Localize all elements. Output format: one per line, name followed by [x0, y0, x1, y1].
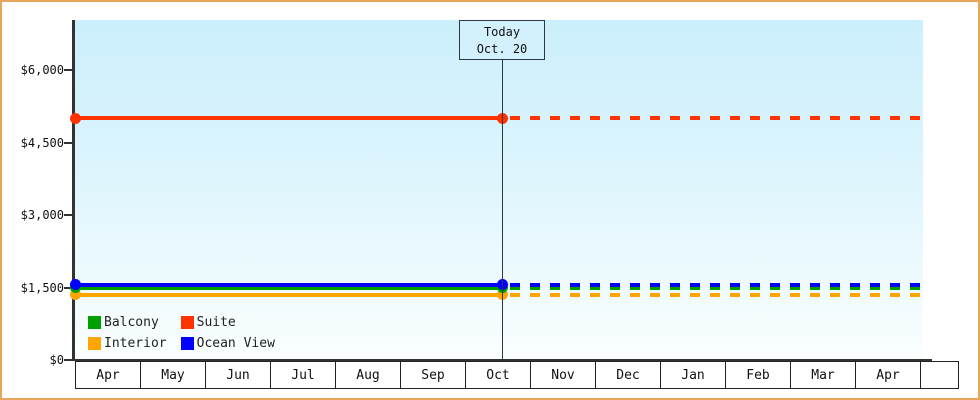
month-cell-jan[interactable]: Jan — [660, 362, 725, 388]
legend-swatch-icon — [88, 337, 101, 350]
y-axis-labels: $6,000 $4,500 $3,000 $1,500 $0 — [2, 2, 64, 398]
y-axis-tick — [64, 141, 73, 144]
month-cell-mar[interactable]: Mar — [790, 362, 855, 388]
x-axis-line — [72, 359, 932, 361]
legend-label: Balcony — [104, 315, 159, 330]
month-cell-may[interactable]: May — [140, 362, 205, 388]
today-vertical-line — [502, 20, 503, 360]
series-line-dashed-balcony — [510, 285, 923, 290]
series-point-start-interior — [70, 289, 81, 301]
legend-swatch-icon — [180, 337, 194, 350]
month-cell-sep[interactable]: Sep — [400, 362, 465, 388]
legend-item-interior[interactable]: Interior — [88, 333, 167, 354]
series-line-solid-balcony — [75, 285, 502, 290]
y-axis-tick-label: $3,000 — [20, 208, 64, 222]
month-cell-feb[interactable]: Feb — [725, 362, 790, 388]
legend-item-suite[interactable]: Suite — [180, 312, 275, 333]
y-axis-line — [72, 20, 75, 361]
y-axis-tick-label: $1,500 — [20, 280, 64, 295]
y-axis-tick-label: $6,000 — [20, 63, 64, 77]
month-cell-nov[interactable]: Nov — [530, 362, 595, 388]
series-line-solid-interior — [75, 292, 502, 297]
series-line-dashed-interior — [510, 292, 923, 297]
series-point-start-suite — [70, 112, 81, 124]
chart-legend: Balcony Suite Interior Ocean View — [88, 312, 275, 354]
series-point-start-ocean-view — [70, 279, 81, 291]
month-cell-jul[interactable]: Jul — [270, 362, 335, 388]
y-axis-tick — [64, 286, 73, 289]
today-date: Oct. 20 — [476, 42, 528, 56]
month-axis-table: Apr May Jun Jul Aug Sep Oct Nov Dec Jan Feb Mar Apr — [75, 361, 959, 389]
month-cell-apr[interactable]: Apr — [75, 362, 140, 388]
legend-label: Ocean View — [196, 336, 275, 351]
legend-label: Interior — [104, 336, 167, 351]
legend-label: Suite — [196, 315, 236, 330]
today-annotation-box: Today Oct. 20 — [459, 20, 545, 60]
series-line-solid-suite — [75, 116, 502, 121]
month-cell-apr[interactable]: Apr — [855, 362, 920, 388]
y-axis-tick — [64, 359, 73, 361]
series-line-dashed-suite — [510, 116, 923, 121]
y-axis-tick — [64, 69, 73, 71]
today-label: Today — [483, 25, 521, 39]
month-cell-oct[interactable]: Oct — [465, 362, 530, 388]
y-axis-tick — [64, 214, 73, 216]
y-axis-tick-label: $4,500 — [20, 135, 64, 150]
month-cell-aug[interactable]: Aug — [335, 362, 400, 388]
y-axis-tick-label: $0 — [49, 353, 64, 367]
plot-area — [75, 20, 923, 360]
legend-item-ocean-view[interactable]: Ocean View — [180, 333, 275, 354]
legend-swatch-icon — [180, 316, 194, 329]
legend-item-balcony[interactable]: Balcony — [88, 312, 167, 333]
month-cell-jun[interactable]: Jun — [205, 362, 270, 388]
month-cell-empty[interactable] — [920, 362, 958, 388]
series-line-dashed-ocean-view — [510, 282, 923, 287]
series-line-solid-ocean-view — [75, 282, 502, 287]
legend-swatch-icon — [88, 316, 101, 329]
month-cell-dec[interactable]: Dec — [595, 362, 660, 388]
